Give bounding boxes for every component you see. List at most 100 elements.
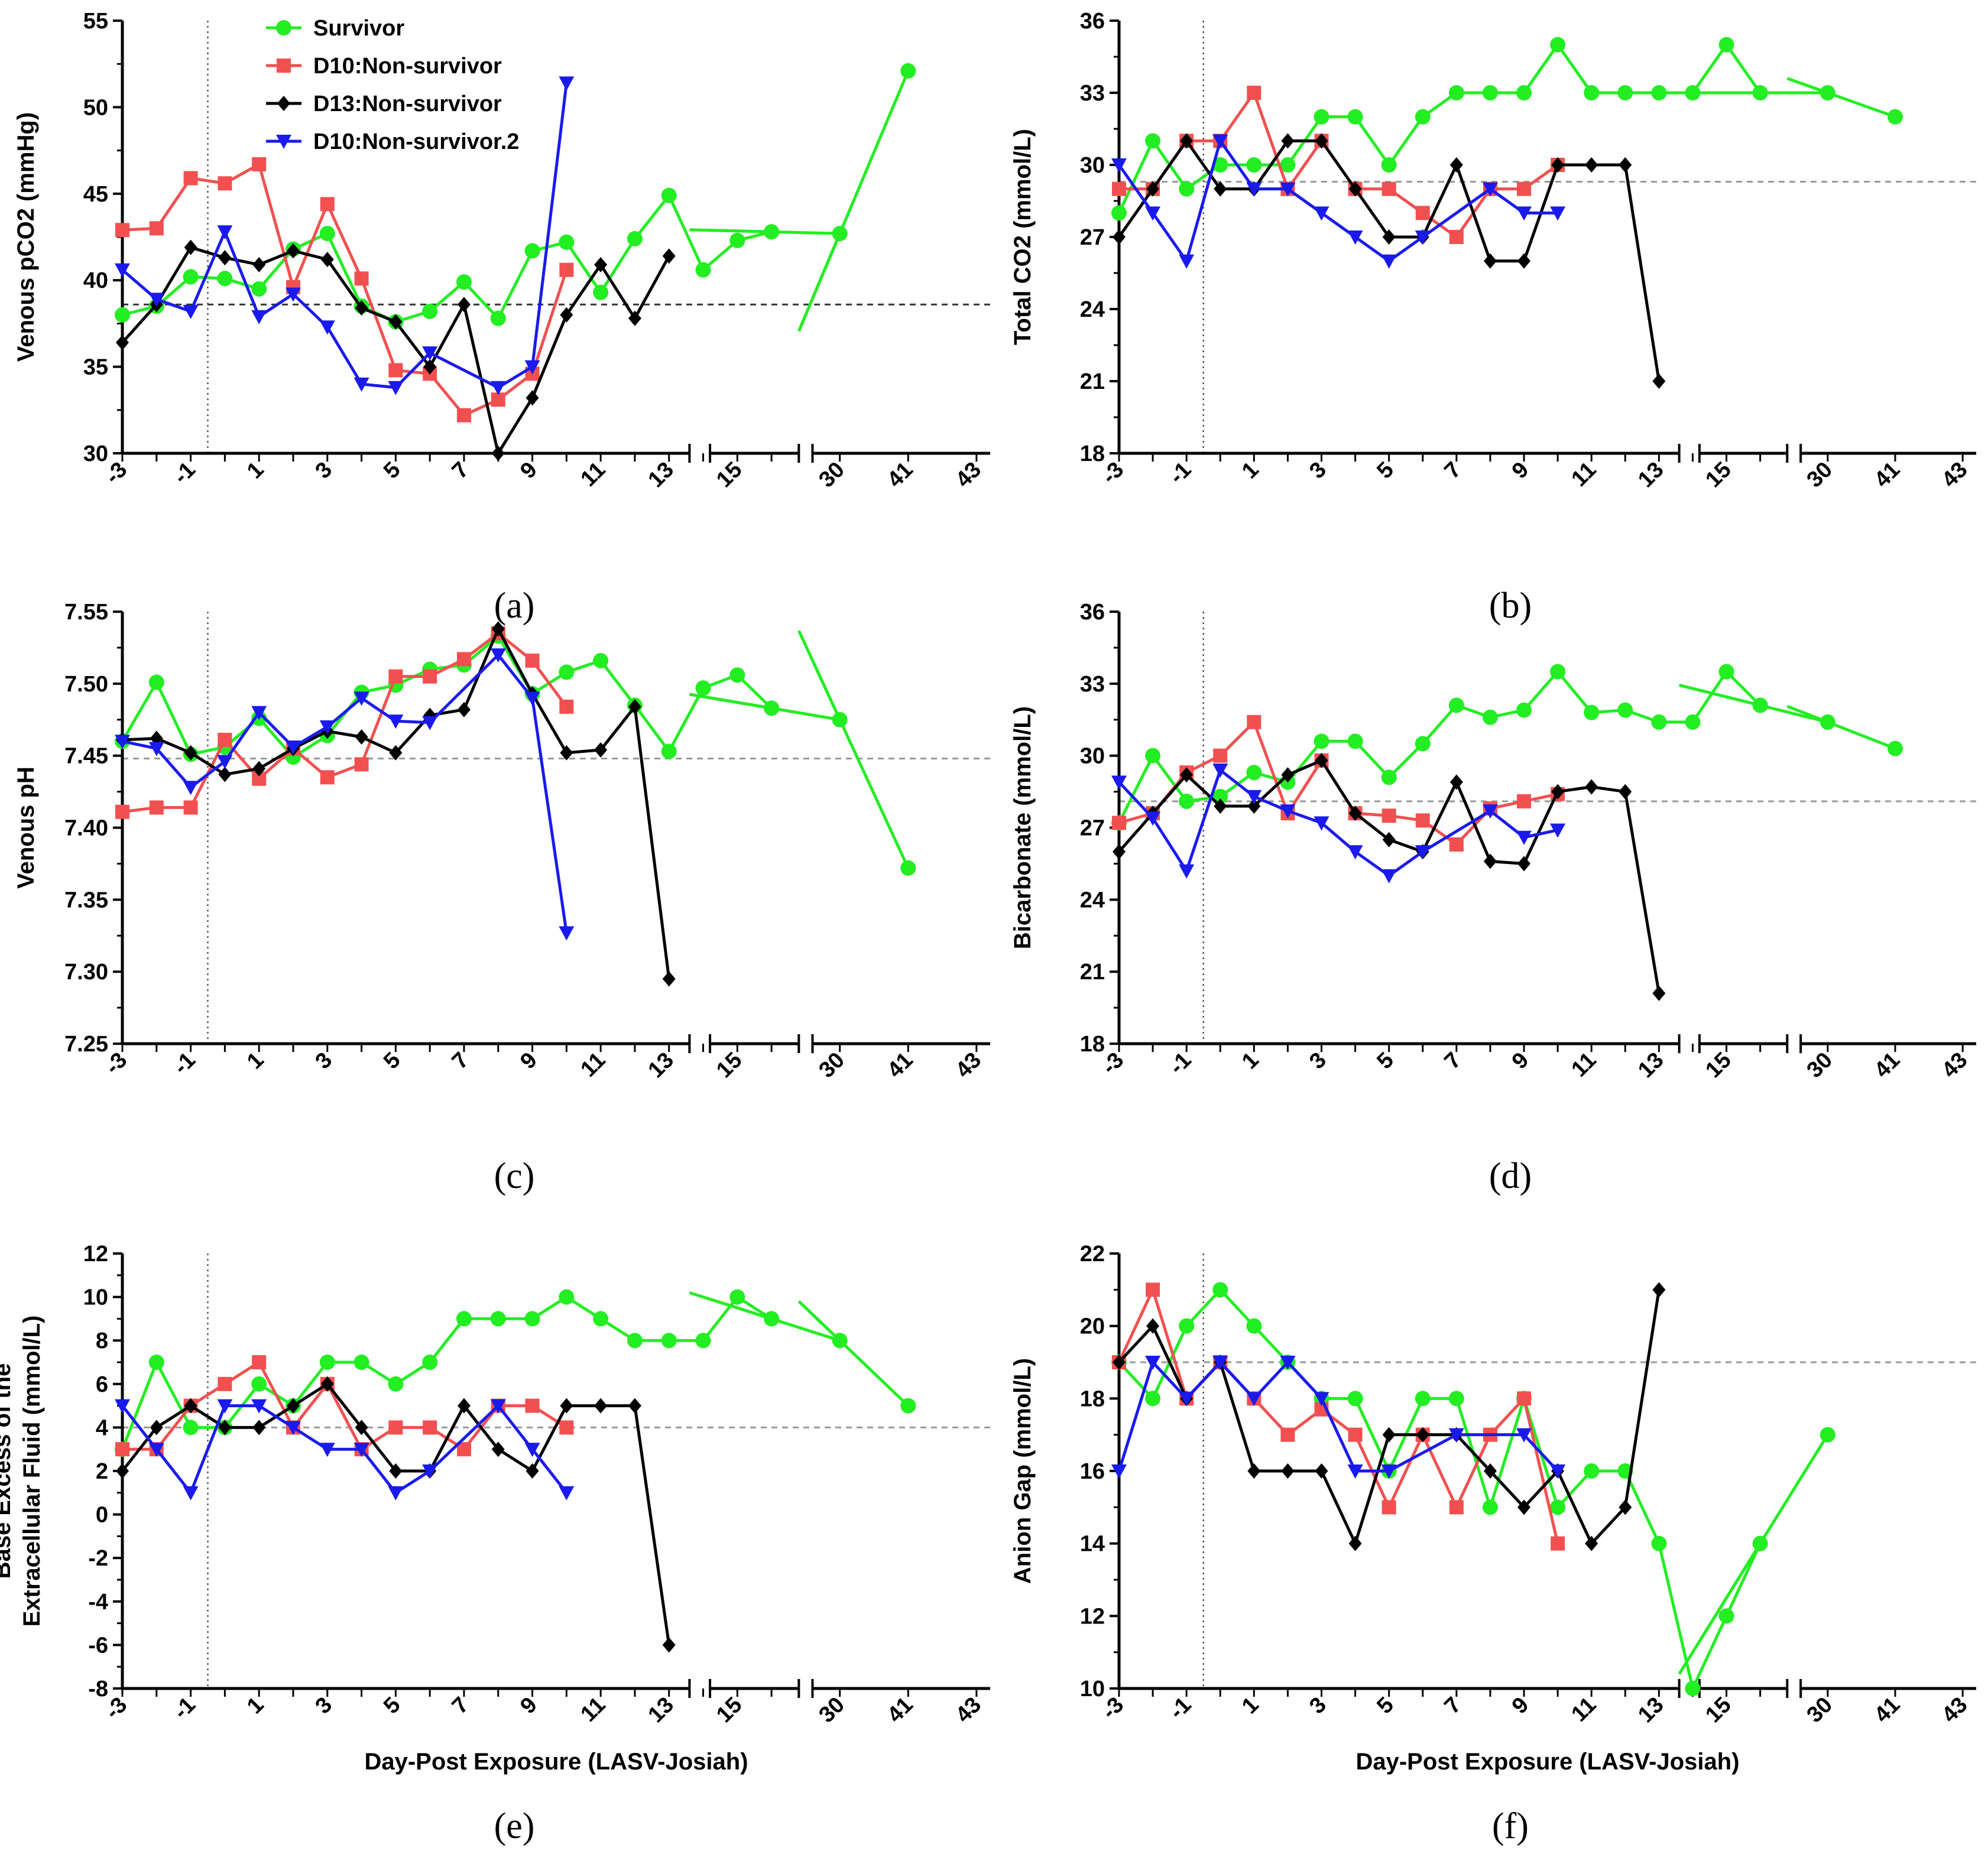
y-tick-label: 35	[83, 355, 108, 380]
data-point	[1752, 1535, 1768, 1551]
series-segment	[292, 730, 328, 750]
x-tick-label: 7	[447, 457, 474, 484]
y-tick-label: 12	[1080, 1604, 1105, 1629]
data-point	[764, 224, 780, 240]
y-tick-label: 16	[1080, 1459, 1105, 1484]
data-point	[832, 1333, 848, 1349]
data-point	[184, 1398, 197, 1414]
x-tick-label: 5	[1372, 457, 1399, 484]
data-point	[1652, 374, 1666, 389]
x-tick-label: 43	[1937, 1693, 1973, 1728]
data-point	[695, 1333, 711, 1349]
series-segment	[258, 747, 294, 770]
series-segment	[1421, 164, 1458, 238]
series-d10-non-survivor-2	[1111, 764, 1566, 884]
data-point	[1280, 804, 1296, 819]
y-tick-label: 20	[1080, 1314, 1105, 1339]
series-segment	[811, 1313, 910, 1407]
data-point	[422, 1355, 438, 1370]
data-point	[456, 408, 471, 423]
series-segment	[428, 1405, 466, 1472]
series-segment	[1421, 1434, 1458, 1508]
y-tick-label: 40	[83, 268, 108, 293]
legend-item-survivor: Survivor	[266, 16, 404, 41]
x-tick-label: 15	[1701, 457, 1736, 493]
data-point	[1820, 1427, 1835, 1443]
data-point	[319, 1443, 335, 1457]
data-point	[115, 1399, 130, 1414]
data-point	[491, 446, 505, 461]
data-point	[149, 800, 164, 815]
series-segment	[121, 1426, 158, 1472]
y-tick-label: 10	[83, 1285, 108, 1310]
series-segment	[190, 246, 226, 259]
data-point	[354, 1443, 369, 1457]
data-point	[148, 293, 164, 307]
data-point	[320, 197, 335, 212]
series-segment	[326, 1383, 363, 1450]
series-segment	[292, 1383, 329, 1428]
data-point	[355, 1420, 368, 1436]
x-tick-label: 7	[1440, 1693, 1467, 1719]
series-segment	[463, 281, 500, 320]
x-tick-label: 43	[951, 1048, 987, 1083]
data-point	[1179, 254, 1195, 269]
x-tick-label: 13	[1633, 1048, 1669, 1083]
data-point	[490, 310, 506, 326]
series-segment	[1354, 812, 1390, 841]
series-segment	[326, 258, 363, 309]
y-tick-label: 10	[1080, 1677, 1105, 1701]
series-d10-non-survivor	[115, 626, 574, 819]
data-point	[1347, 733, 1363, 749]
data-point	[457, 1398, 471, 1414]
data-point	[1381, 769, 1397, 785]
data-point	[252, 1355, 267, 1369]
data-point	[1212, 788, 1228, 804]
y-tick-label: 4	[96, 1415, 108, 1440]
data-point	[183, 269, 199, 285]
series-segment	[326, 203, 363, 280]
data-point	[560, 1398, 573, 1414]
y-tick-label: -2	[88, 1546, 108, 1571]
series-segment	[1590, 1506, 1627, 1545]
data-point	[355, 729, 368, 745]
chart-panel-c: 7.257.307.357.407.457.507.55-3 -1 1 3 5 7 9 11 1…	[13, 600, 990, 1196]
series-segment	[497, 628, 534, 695]
data-point	[218, 176, 232, 191]
series-segment	[1455, 1433, 1491, 1472]
y-tick-label: 22	[1080, 1242, 1105, 1267]
series-segment	[1623, 1289, 1661, 1508]
data-point	[1145, 133, 1161, 149]
data-point	[1550, 664, 1566, 680]
data-point	[1415, 206, 1430, 220]
data-point	[319, 720, 335, 735]
data-point	[1280, 157, 1296, 173]
data-point	[628, 310, 641, 326]
data-point	[1247, 798, 1261, 814]
data-point	[1415, 1391, 1431, 1407]
series-segment	[1185, 774, 1221, 807]
data-point	[1381, 1464, 1397, 1479]
series-segment	[155, 681, 192, 755]
series-segment	[1422, 809, 1491, 853]
data-point	[524, 243, 540, 259]
data-point	[1551, 157, 1565, 173]
series-segment	[1287, 759, 1322, 777]
x-tick-label: 9	[515, 1693, 542, 1719]
x-tick-label: 15	[1701, 1048, 1736, 1083]
y-tick-label: 27	[1080, 816, 1105, 841]
data-point	[1145, 748, 1161, 764]
x-tick-label: 43	[1937, 457, 1973, 493]
y-tick-label: 7.35	[64, 888, 108, 912]
data-point	[251, 281, 267, 297]
data-point	[1113, 844, 1126, 860]
data-point	[1449, 774, 1463, 790]
data-point	[560, 307, 573, 323]
data-point	[218, 1420, 232, 1436]
data-point	[1651, 1535, 1667, 1551]
x-tick-label: 1	[1237, 1048, 1264, 1074]
series-segment	[293, 249, 328, 261]
series-segment	[1691, 1615, 1728, 1690]
data-point	[1482, 182, 1498, 197]
